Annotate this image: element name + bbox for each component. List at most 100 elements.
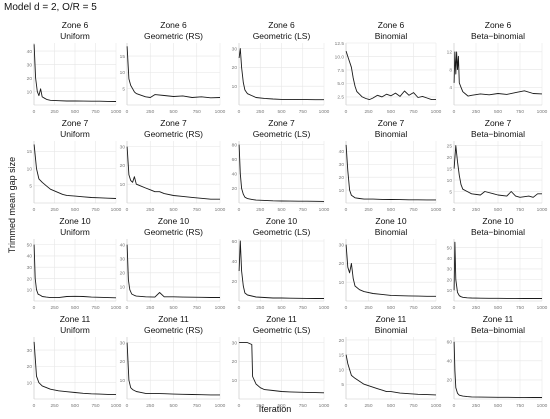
panel-title-method: Geometric (LS)	[253, 227, 311, 237]
series-line	[238, 48, 324, 101]
panel-title-method: Beta−binomial	[471, 325, 525, 335]
x-tick-label: 0	[345, 207, 348, 213]
y-tick-label: 10	[232, 378, 238, 384]
x-tick-label: 750	[299, 207, 307, 213]
panel-title-method: Uniform	[60, 227, 90, 237]
y-tick-label: 30	[232, 46, 238, 52]
y-tick-label: 10	[27, 288, 33, 294]
x-tick-label: 250	[256, 403, 264, 409]
x-tick-label: 0	[33, 207, 36, 213]
y-tick-label: 7.5	[337, 68, 344, 74]
panel-title-zone: Zone 7	[160, 118, 187, 128]
x-tick-label: 500	[277, 207, 285, 213]
x-tick-label: 500	[387, 207, 395, 213]
y-tick-label: 40	[447, 256, 453, 262]
series-line	[33, 341, 117, 396]
x-tick-label: 1000	[111, 109, 122, 115]
x-tick-label: 750	[516, 403, 524, 409]
panel-title-method: Binomial	[375, 227, 408, 237]
y-tick-label: 60	[232, 157, 238, 163]
panel-title-method: Binomial	[375, 129, 408, 139]
panel-title-method: Geometric (RS)	[144, 325, 203, 335]
y-tick-label: 10	[120, 285, 126, 291]
x-tick-label: 750	[193, 207, 201, 213]
y-tick-label: 20	[232, 65, 238, 71]
x-tick-label: 750	[193, 403, 201, 409]
panel-title-method: Geometric (RS)	[144, 129, 203, 139]
x-tick-label: 0	[238, 109, 241, 115]
y-tick-label: 40	[232, 259, 238, 265]
panel-title-method: Beta−binomial	[471, 129, 525, 139]
y-tick-label: 10	[27, 166, 33, 172]
x-tick-label: 0	[126, 305, 129, 311]
x-tick-label: 250	[472, 403, 480, 409]
y-tick-label: 10	[339, 367, 345, 373]
x-tick-label: 0	[33, 109, 36, 115]
series-line	[239, 342, 325, 394]
y-tick-label: 40	[447, 359, 453, 365]
x-tick-label: 250	[472, 109, 480, 115]
panel-title-zone: Zone 11	[266, 314, 297, 324]
x-tick-label: 1000	[111, 403, 122, 409]
x-tick-label: 750	[516, 207, 524, 213]
y-tick-label: 15	[447, 166, 453, 172]
x-tick-label: 0	[33, 305, 36, 311]
x-tick-label: 1000	[431, 305, 442, 311]
x-tick-label: 500	[494, 403, 502, 409]
y-tick-label: 30	[27, 348, 33, 354]
panel-title-zone: Zone 10	[59, 216, 90, 226]
y-tick-label: 10	[447, 178, 453, 184]
x-tick-label: 500	[277, 403, 285, 409]
panel-title-method: Beta−binomial	[471, 227, 525, 237]
panel-title-zone: Zone 6	[485, 20, 512, 30]
x-tick-label: 0	[126, 109, 129, 115]
x-tick-label: 250	[364, 305, 372, 311]
x-tick-label: 750	[91, 207, 99, 213]
y-tick-label: 30	[339, 162, 345, 168]
x-tick-label: 1000	[111, 207, 122, 213]
x-tick-label: 250	[50, 207, 58, 213]
panel-title-zone: Zone 11	[483, 314, 514, 324]
x-tick-label: 500	[169, 403, 177, 409]
y-tick-label: 40	[339, 149, 345, 155]
y-tick-label: 30	[120, 144, 126, 150]
y-tick-label: 10	[447, 288, 453, 294]
y-tick-label: 5.0	[337, 81, 344, 87]
x-tick-label: 250	[364, 403, 372, 409]
y-tick-label: 30	[27, 62, 33, 68]
y-tick-label: 30	[447, 267, 453, 273]
x-tick-label: 0	[345, 109, 348, 115]
x-tick-label: 1000	[431, 403, 442, 409]
x-tick-label: 0	[238, 305, 241, 311]
x-tick-label: 750	[193, 109, 201, 115]
panel-title-method: Geometric (LS)	[253, 31, 311, 41]
y-tick-label: 30	[27, 265, 33, 271]
x-tick-label: 250	[472, 207, 480, 213]
panel-title-zone: Zone 7	[485, 118, 512, 128]
y-tick-label: 20	[27, 76, 33, 82]
x-tick-label: 1000	[537, 403, 548, 409]
panel-title-method: Beta−binomial	[471, 31, 525, 41]
y-tick-label: 2.5	[337, 95, 344, 101]
y-tick-label: 40	[27, 254, 33, 260]
x-tick-label: 500	[277, 109, 285, 115]
y-tick-label: 20	[27, 276, 33, 282]
x-tick-label: 0	[453, 403, 456, 409]
x-tick-label: 0	[345, 305, 348, 311]
y-tick-label: 30	[120, 340, 126, 346]
series-line	[126, 46, 221, 99]
series-line	[345, 144, 436, 201]
y-tick-label: 12	[447, 50, 453, 56]
figure-title: Model d = 2, O/R = 5	[4, 2, 97, 13]
x-tick-label: 500	[387, 403, 395, 409]
x-tick-label: 250	[146, 305, 154, 311]
y-tick-label: 12.5	[335, 41, 345, 47]
x-tick-label: 500	[169, 305, 177, 311]
x-tick-label: 250	[364, 207, 372, 213]
x-tick-label: 750	[299, 109, 307, 115]
panel-title-zone: Zone 10	[375, 216, 406, 226]
y-tick-label: 20	[339, 338, 345, 344]
y-tick-label: 60	[232, 239, 238, 245]
x-tick-label: 0	[126, 207, 129, 213]
y-tick-label: 40	[232, 172, 238, 178]
